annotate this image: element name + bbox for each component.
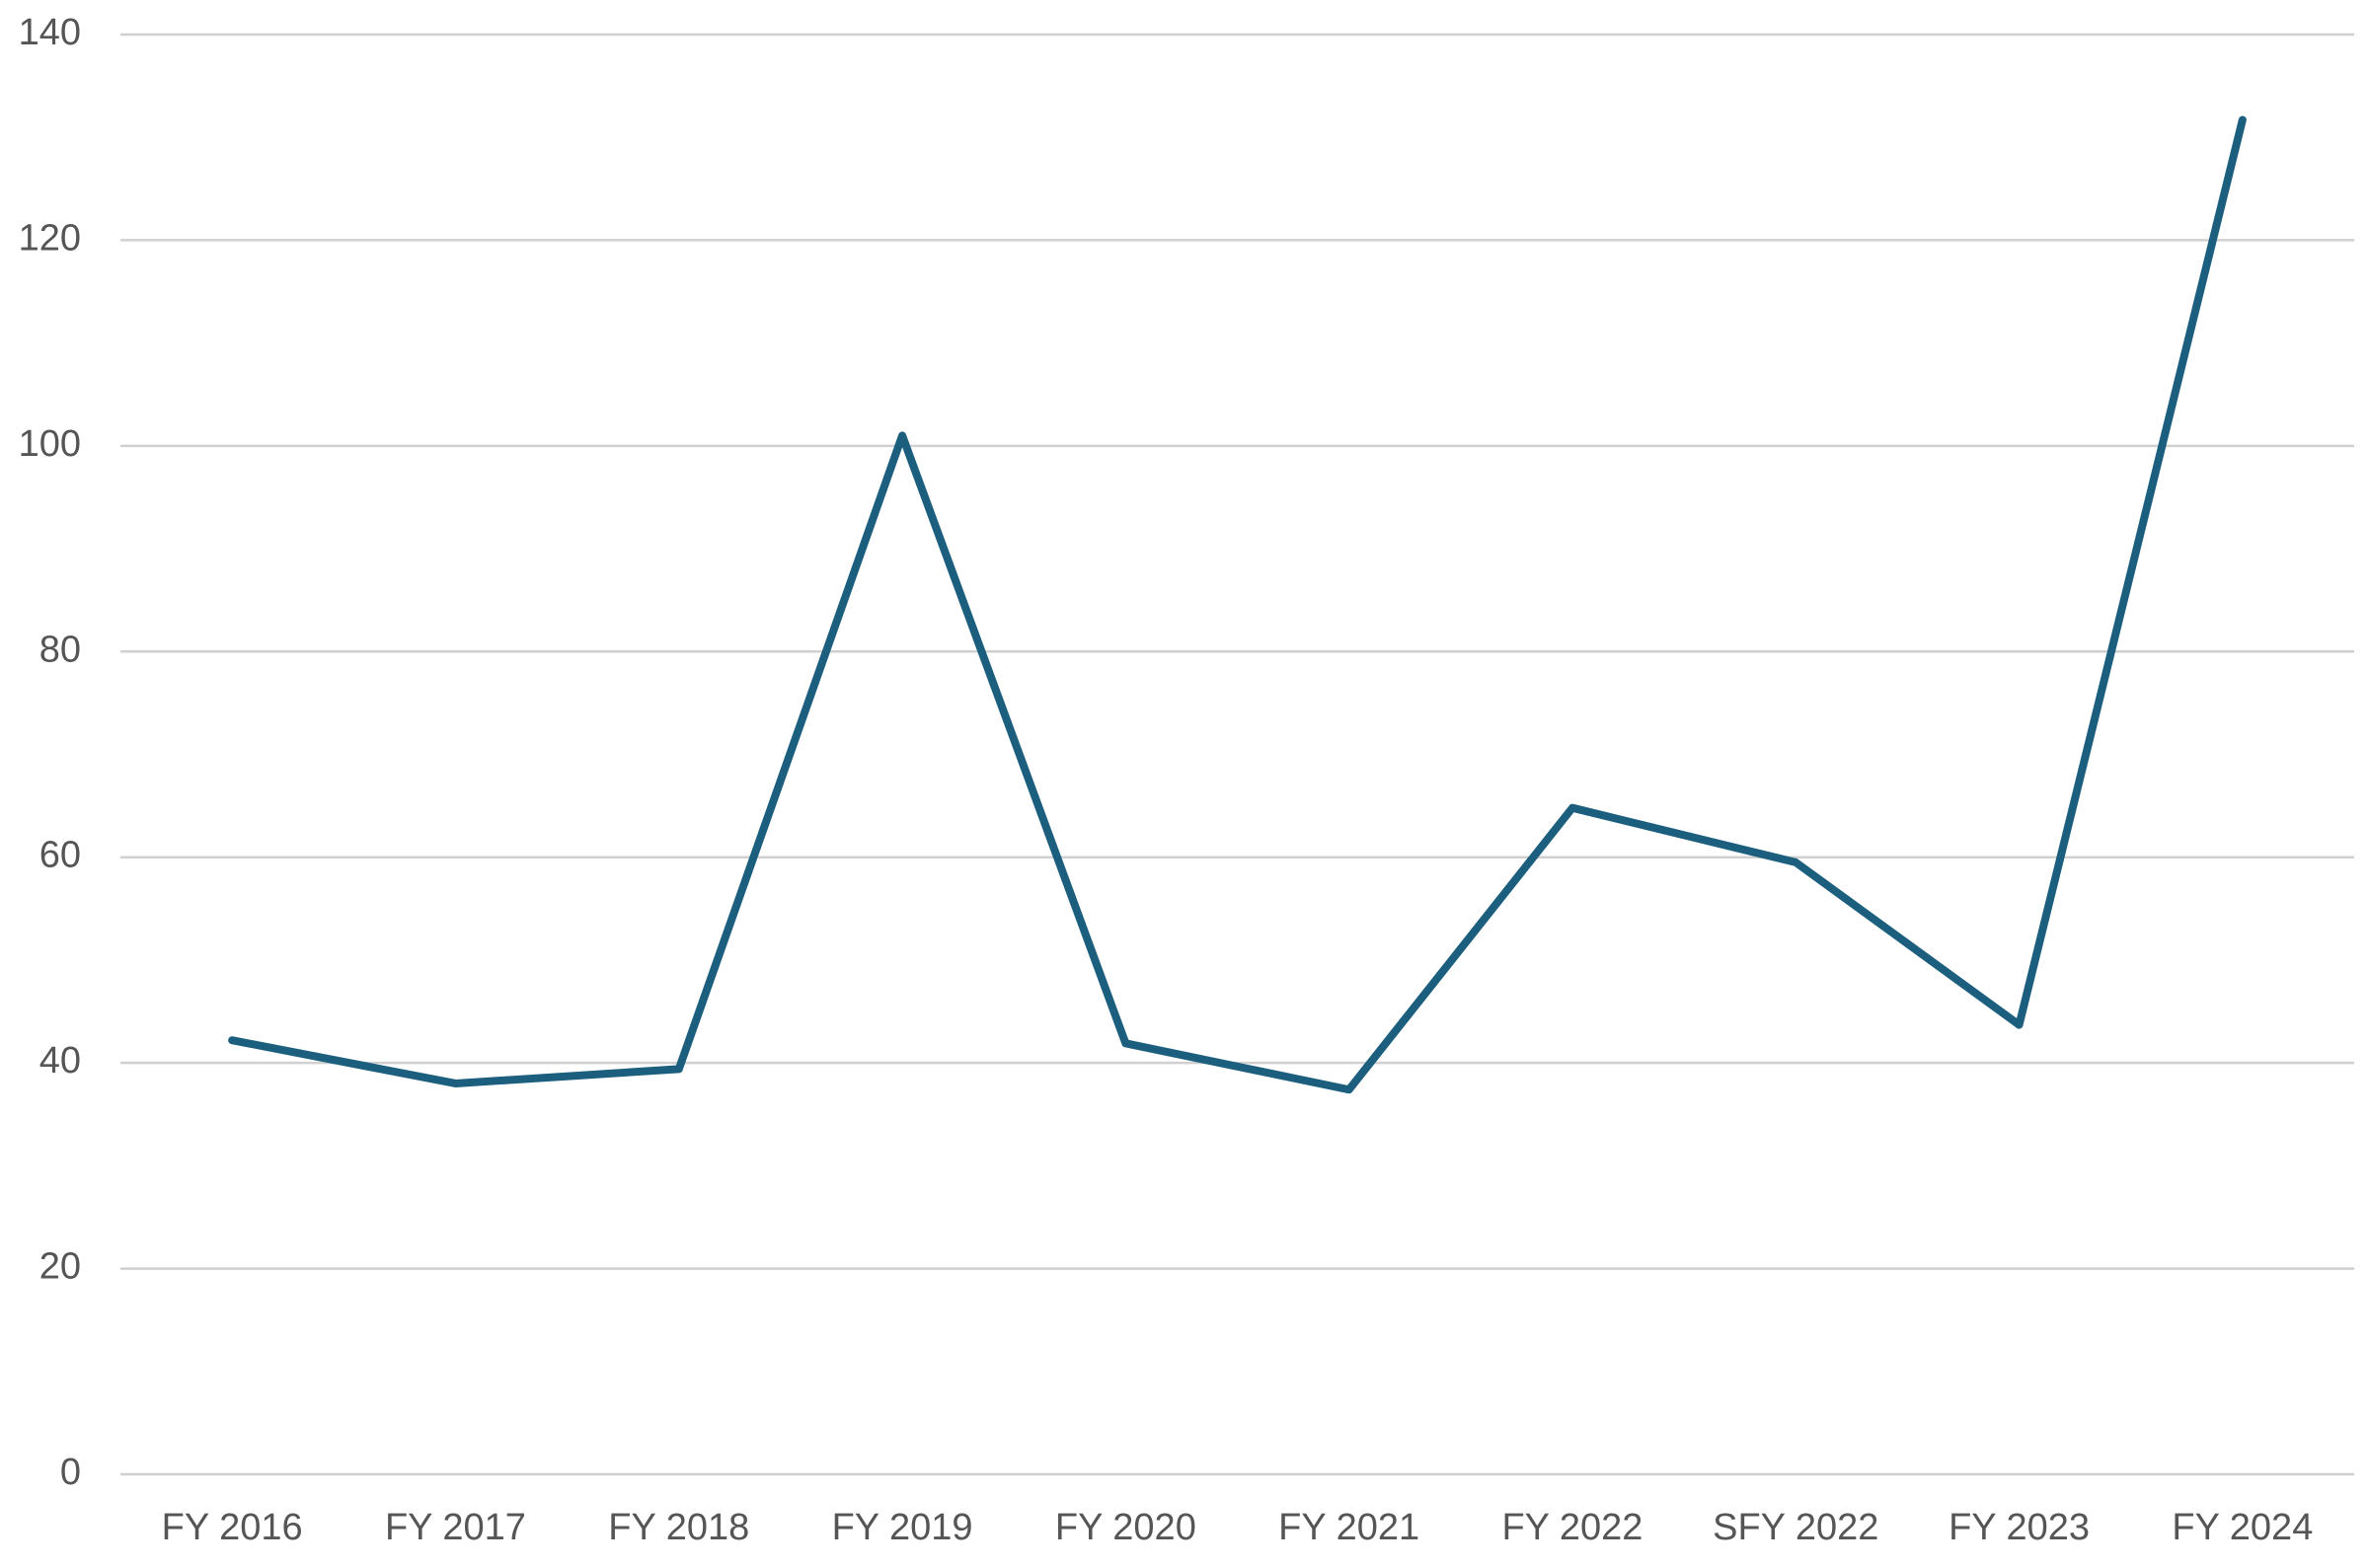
y-tick-label: 20 xyxy=(39,1246,81,1288)
y-tick-label: 140 xyxy=(19,12,81,53)
x-tick-label: FY 2019 xyxy=(832,1507,973,1548)
x-tick-label: SFY 2022 xyxy=(1713,1507,1878,1548)
x-tick-label: FY 2018 xyxy=(608,1507,749,1548)
y-tick-label: 40 xyxy=(39,1040,81,1082)
x-tick-label: FY 2024 xyxy=(2172,1507,2313,1548)
x-tick-label: FY 2016 xyxy=(162,1507,303,1548)
y-tick-label: 100 xyxy=(19,423,81,465)
x-tick-label: FY 2021 xyxy=(1278,1507,1419,1548)
data-line xyxy=(228,115,2247,1094)
y-tick-label: 120 xyxy=(19,217,81,259)
x-tick-label: FY 2023 xyxy=(1949,1507,2090,1548)
x-tick-label: FY 2022 xyxy=(1501,1507,1643,1548)
x-tick-label: FY 2017 xyxy=(385,1507,526,1548)
y-tick-label: 60 xyxy=(39,835,81,876)
x-tick-label: FY 2020 xyxy=(1055,1507,1196,1548)
y-tick-label: 0 xyxy=(60,1452,81,1493)
y-tick-label: 80 xyxy=(39,629,81,670)
